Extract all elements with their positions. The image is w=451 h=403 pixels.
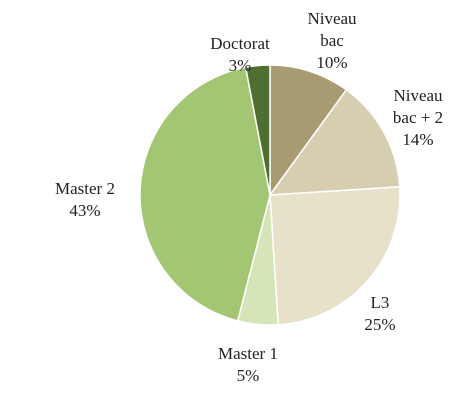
value-label: 10% <box>316 53 348 72</box>
value-label: 43% <box>69 201 101 220</box>
slice-label: L3 25% <box>350 292 410 336</box>
category-label: Master 2 <box>55 179 115 198</box>
slice-label: Master 2 43% <box>35 178 135 222</box>
category-label: Master 1 <box>218 344 278 363</box>
value-label: 3% <box>228 56 252 75</box>
category-label: Niveau bac + 2 <box>392 86 444 127</box>
value-label: 25% <box>364 315 396 334</box>
pie-slice <box>268 88 401 196</box>
pie-slice <box>269 64 348 198</box>
pie-slice <box>269 186 401 326</box>
value-label: 14% <box>402 130 434 149</box>
pie-slice <box>244 64 271 196</box>
slice-label: Doctorat 3% <box>195 33 285 77</box>
slice-label: Niveau bac 10% <box>297 8 367 74</box>
slice-label: Master 1 5% <box>198 343 298 387</box>
pie-slice <box>139 66 271 322</box>
slice-label: Niveau bac + 2 14% <box>383 85 451 151</box>
category-label: Niveau bac <box>307 9 357 50</box>
category-label: Doctorat <box>210 34 270 53</box>
value-label: 5% <box>236 366 260 385</box>
category-label: L3 <box>370 293 390 312</box>
